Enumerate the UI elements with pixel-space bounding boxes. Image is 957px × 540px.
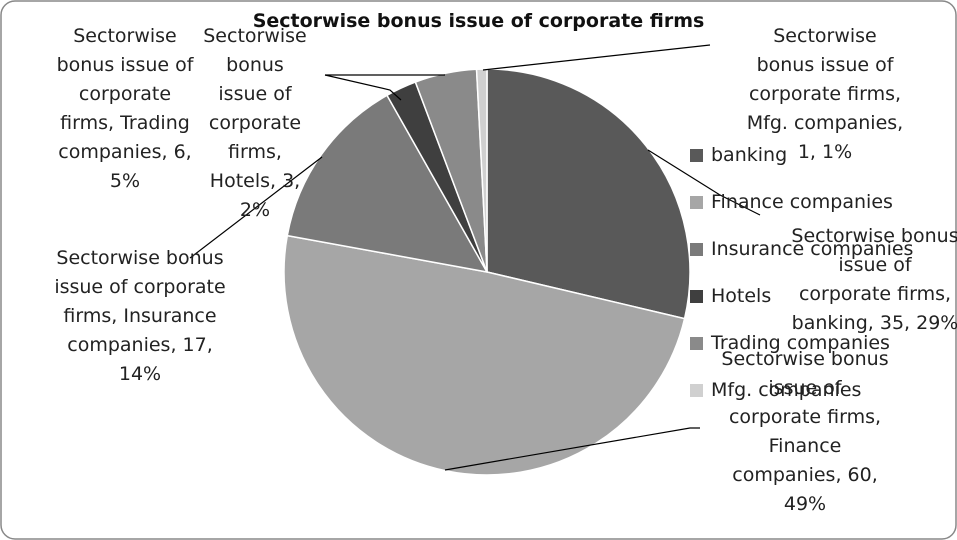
legend-entry: Insurance companies bbox=[690, 238, 913, 260]
data-label: Sectorwise bonus issue of corporate firm… bbox=[56, 25, 194, 192]
legend-label: banking bbox=[711, 144, 788, 166]
legend-label: Hotels bbox=[711, 285, 772, 307]
data-label: Sectorwise bonus issue of corporate firm… bbox=[721, 348, 889, 515]
chart-title: Sectorwise bonus issue of corporate firm… bbox=[252, 10, 705, 32]
legend-label: Insurance companies bbox=[711, 238, 914, 260]
legend-swatch bbox=[690, 336, 703, 350]
legend-swatch bbox=[690, 242, 703, 256]
pie-slice bbox=[283, 234, 686, 476]
legend-label: Trading companies bbox=[711, 332, 890, 354]
leader-lines bbox=[189, 44, 761, 471]
legend-label: Finance companies bbox=[711, 191, 893, 213]
legend-swatch bbox=[690, 289, 703, 303]
legend-entry: banking bbox=[690, 144, 787, 166]
data-label: Sectorwise bonus issue of corporate firm… bbox=[54, 247, 226, 385]
pie-slice bbox=[286, 94, 489, 274]
data-label: Sectorwise bonus issue of corporate firm… bbox=[746, 25, 904, 163]
legend-entry: Finance companies bbox=[690, 191, 893, 213]
legend-entry: Trading companies bbox=[690, 332, 890, 354]
pie-slice bbox=[486, 68, 691, 320]
legend-swatch bbox=[690, 148, 703, 162]
legend-swatch bbox=[690, 195, 703, 209]
legend-entry: Hotels bbox=[690, 285, 771, 307]
data-label: Sectorwise bonus issue of corporate firm… bbox=[791, 225, 957, 334]
legend-entry: Mfg. companies bbox=[690, 379, 861, 401]
legend-swatch bbox=[690, 383, 703, 397]
legend-label: Mfg. companies bbox=[711, 379, 862, 401]
data-label: Sectorwise bonus issue of corporate firm… bbox=[203, 25, 307, 221]
